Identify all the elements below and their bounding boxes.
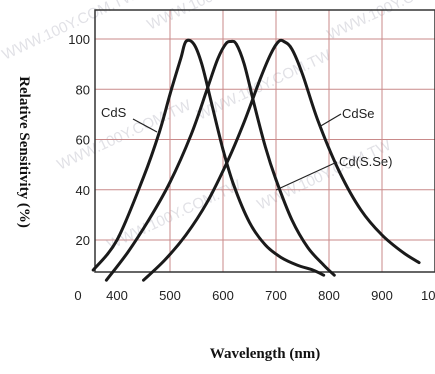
y-tick-label: 60 (76, 133, 90, 148)
series-line-cds (91, 38, 326, 277)
plot-frame (94, 9, 435, 273)
label-cdse: CdSe (342, 106, 375, 121)
y-axis-title: Relative Sensitivity (%) (16, 76, 32, 228)
tick-labels: 2040608010004005006007008009001000 (68, 32, 435, 303)
curve-annotations: CdS CdSe Cd(S.Se) (101, 105, 392, 191)
label-cdsse: Cd(S.Se) (339, 154, 392, 169)
x-tick-label: 800 (318, 288, 340, 303)
series-line-cdse (104, 39, 336, 282)
series-curves (91, 38, 421, 282)
y-tick-label: 40 (76, 183, 90, 198)
watermark-text: WWW.100Y.COM.TW (325, 0, 435, 44)
x-tick-label: 700 (265, 288, 287, 303)
watermark-text: WWW.100Y.COM.TW (145, 0, 285, 34)
leader-cds (132, 118, 158, 133)
y-tick-label: 20 (76, 233, 90, 248)
x-tick-label: 0 (74, 288, 81, 303)
x-tick-label: 400 (106, 288, 128, 303)
chart-grid (95, 10, 435, 272)
x-tick-label: 500 (159, 288, 181, 303)
y-tick-label: 100 (68, 32, 90, 47)
leader-cdse (318, 113, 342, 128)
series-line-cdsse (142, 38, 421, 282)
leader-cdsse (275, 161, 338, 191)
y-tick-label: 80 (76, 82, 90, 97)
x-axis-title: Wavelength (nm) (210, 346, 320, 362)
x-tick-label: 900 (371, 288, 393, 303)
x-tick-label: 600 (212, 288, 234, 303)
plot-border (94, 9, 435, 273)
label-cds: CdS (101, 105, 127, 120)
